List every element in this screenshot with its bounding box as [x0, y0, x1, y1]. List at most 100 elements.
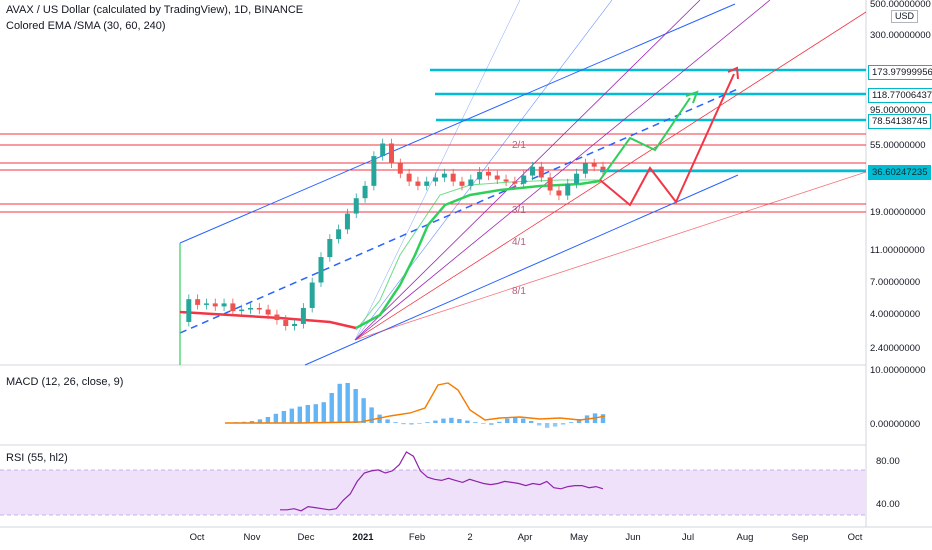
candle-body: [424, 181, 430, 186]
candle-body: [327, 239, 333, 258]
candle-body: [389, 143, 394, 164]
target-levels-cyan: [430, 68, 866, 173]
candle-body: [203, 303, 209, 305]
x-tick-label: Nov: [244, 532, 261, 543]
macd-bar: [489, 423, 494, 425]
y-tick-label: 19.00000000: [870, 207, 925, 218]
fib-fan-labels: 2/1 3/1 4/1 8/1: [512, 140, 526, 297]
rsi-line: [280, 451, 604, 512]
macd-bar: [465, 420, 470, 423]
rsi-band: [0, 470, 866, 515]
candle-body: [485, 171, 491, 176]
candle-body: [230, 303, 236, 312]
candle-body: [574, 173, 580, 184]
candle-body: [371, 156, 377, 186]
macd-bar: [393, 422, 398, 423]
candle-body: [212, 303, 218, 307]
macd-bar: [409, 423, 414, 425]
macd-bar: [457, 419, 462, 423]
macd-bar: [425, 422, 430, 423]
macd-bar: [273, 413, 279, 423]
price-tag-target-1: 173.97999956: [868, 65, 932, 80]
y-tick-label: 7.00000000: [870, 277, 920, 288]
macd-bar: [305, 405, 310, 423]
macd-bar: [361, 398, 366, 423]
macd-bar: [473, 422, 478, 423]
macd-bar: [497, 421, 502, 423]
candle-body: [441, 173, 447, 178]
y-tick-label: 11.00000000: [870, 245, 925, 256]
macd-bar: [337, 383, 342, 423]
macd-bar: [297, 406, 303, 423]
macd-bar: [249, 421, 255, 423]
x-tick-label: Apr: [518, 532, 533, 543]
indicator-legend[interactable]: Colored EMA /SMA (30, 60, 240): [6, 20, 166, 32]
fib-label-4-1: 4/1: [512, 237, 526, 248]
macd-bar: [521, 418, 526, 423]
candle-body: [309, 282, 315, 308]
candle-body: [292, 323, 298, 326]
candle-body: [300, 307, 306, 324]
macd-bar: [544, 423, 550, 428]
candle-body: [600, 166, 606, 171]
currency-badge[interactable]: USD: [891, 10, 919, 23]
time-axis-labels: Oct Nov Dec 2021 Feb 2 Apr May Jun Jul A…: [190, 532, 863, 543]
candle-body: [459, 181, 465, 186]
symbol-title: AVAX / US Dollar (calculated by TradingV…: [6, 4, 304, 16]
macd-bar: [576, 419, 582, 423]
fib-label-3-1: 3/1: [512, 205, 526, 216]
macd-bar: [552, 423, 558, 427]
y-tick-label: 4.00000000: [870, 309, 920, 320]
x-tick-label: Feb: [409, 532, 425, 543]
macd-bar: [265, 417, 271, 423]
fib-label-2-1: 2/1: [512, 140, 526, 151]
x-tick-label: 2: [467, 532, 472, 543]
y-tick-label: 2.40000000: [870, 343, 920, 354]
macd-bar: [329, 393, 334, 423]
x-tick-label: Aug: [737, 532, 754, 543]
candle-body: [582, 163, 588, 174]
candle-body: [274, 314, 280, 321]
trend-channels: [179, 0, 867, 366]
x-tick-label: Jul: [682, 532, 694, 543]
macd-signal-line: [225, 382, 606, 424]
candle-body: [318, 257, 324, 283]
fib-label-8-1: 8/1: [512, 286, 526, 297]
x-tick-label: Oct: [848, 532, 863, 543]
y-tick-label: 500.00000000: [870, 0, 931, 10]
macd-bar: [528, 421, 534, 423]
candle-body: [415, 181, 421, 186]
candle-body: [477, 171, 483, 180]
macd-bar: [417, 423, 422, 424]
candle-body: [406, 173, 412, 182]
candle-body: [433, 177, 439, 182]
macd-bar: [345, 383, 350, 423]
x-tick-label: Oct: [190, 532, 205, 543]
candle-body: [521, 175, 527, 184]
candle-body: [283, 320, 289, 326]
macd-bar: [568, 422, 574, 423]
candle-body: [221, 303, 227, 307]
y-tick-label: 95.00000000: [870, 105, 925, 116]
candle-body: [512, 181, 518, 184]
candle-body: [565, 183, 571, 196]
candle-body: [494, 175, 500, 180]
candle-body: [556, 190, 562, 196]
price-tag-current: 36.60247235: [868, 165, 932, 180]
macd-tick-label: 10.00000000: [870, 365, 925, 376]
x-tick-label: Jun: [625, 532, 640, 543]
rsi-legend[interactable]: RSI (55, hl2): [6, 452, 68, 464]
moving-averages: [179, 179, 601, 331]
y-tick-label: 300.00000000: [870, 30, 931, 41]
macd-bar: [505, 418, 510, 423]
candle-body: [468, 179, 474, 186]
macd-bar: [377, 414, 382, 423]
candlestick-series: [186, 138, 606, 331]
candle-body: [380, 143, 386, 157]
projection-paths: [599, 66, 739, 207]
candle-body: [591, 163, 597, 167]
candle-body: [186, 299, 192, 322]
macd-legend[interactable]: MACD (12, 26, close, 9): [6, 376, 124, 388]
candle-body: [248, 307, 253, 310]
